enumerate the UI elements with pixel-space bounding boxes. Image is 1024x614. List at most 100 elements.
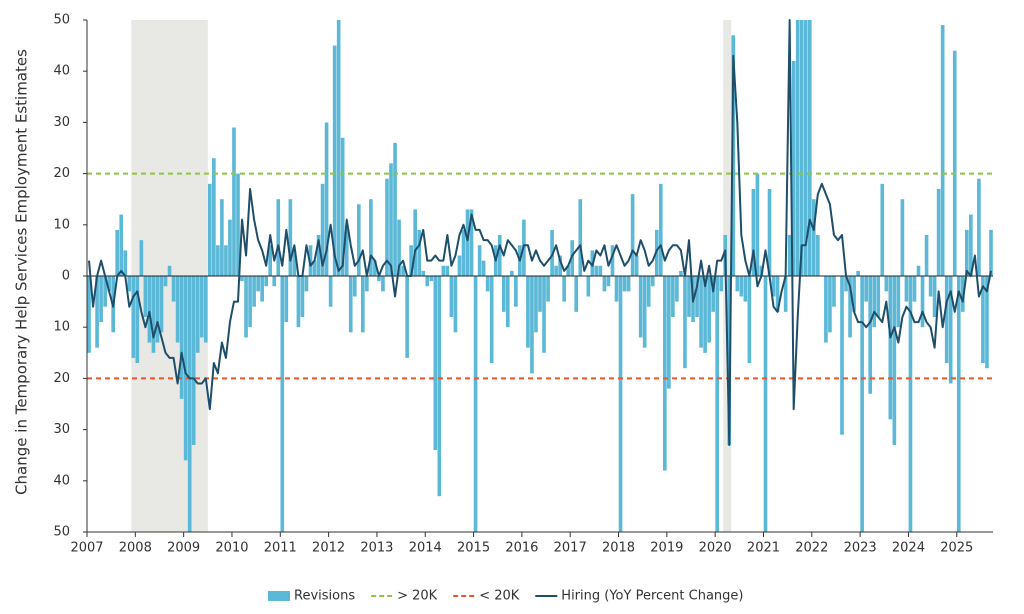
bar — [671, 276, 675, 317]
x-tick-label: 2011 — [264, 541, 297, 556]
bar — [743, 276, 748, 302]
bar — [795, 20, 800, 276]
bar — [393, 142, 397, 276]
bar — [763, 276, 768, 532]
bar — [707, 276, 711, 343]
bar — [534, 276, 538, 333]
bar — [461, 229, 466, 276]
bar — [634, 255, 639, 276]
bar — [429, 276, 434, 282]
bar — [868, 276, 872, 394]
bar — [546, 276, 550, 302]
bar — [272, 276, 277, 287]
x-tick-label: 2017 — [554, 541, 587, 556]
bar — [586, 276, 591, 297]
bar — [530, 276, 534, 374]
bar — [703, 276, 707, 353]
bar — [87, 276, 91, 353]
x-tick-label: 2019 — [650, 541, 683, 556]
bar — [421, 270, 426, 276]
bar — [191, 276, 196, 445]
bar — [912, 276, 917, 302]
bar — [401, 265, 405, 276]
bar — [791, 60, 796, 277]
bar — [554, 265, 558, 276]
bar — [296, 276, 301, 328]
bar — [505, 276, 510, 328]
bar — [171, 276, 176, 302]
bar — [844, 276, 848, 292]
bar — [510, 270, 514, 276]
x-tick-label: 2023 — [844, 541, 877, 556]
bar — [888, 276, 893, 420]
bar — [880, 183, 885, 276]
bar — [969, 214, 973, 276]
x-tick-label: 2021 — [747, 541, 780, 556]
bar — [240, 276, 244, 282]
bar — [747, 276, 752, 364]
bar — [699, 276, 703, 348]
bar — [936, 188, 941, 276]
bar — [123, 250, 128, 276]
bar — [783, 276, 788, 312]
bar — [248, 276, 252, 328]
bar — [348, 276, 353, 333]
bar — [679, 270, 683, 276]
y-tick-label: 40 — [53, 64, 70, 79]
bar — [437, 276, 442, 497]
bar — [618, 276, 623, 532]
bar — [812, 199, 816, 276]
bar — [260, 276, 264, 302]
bar — [256, 276, 260, 292]
bar — [151, 276, 156, 353]
y-tick-label: 20 — [53, 371, 70, 386]
bar — [542, 276, 546, 353]
bar — [377, 276, 381, 282]
bar — [735, 276, 740, 292]
legend-swatch — [268, 591, 290, 601]
bar — [300, 276, 305, 317]
bar — [920, 276, 925, 328]
y-tick-label: 30 — [53, 115, 70, 130]
bar — [514, 276, 518, 307]
bar — [578, 199, 583, 276]
bar — [385, 178, 389, 276]
bar — [312, 260, 317, 276]
x-tick-label: 2014 — [409, 541, 442, 556]
bar — [940, 25, 945, 277]
bar — [228, 219, 232, 276]
bar — [884, 276, 889, 292]
bar — [139, 240, 144, 276]
bar — [381, 276, 385, 292]
bar — [989, 229, 993, 276]
bar — [598, 265, 603, 276]
x-tick-label: 2013 — [360, 541, 393, 556]
bar — [159, 276, 164, 333]
bar — [95, 276, 99, 348]
bar — [924, 235, 929, 276]
bar — [485, 276, 490, 292]
y-axis-title: Change in Temporary Help Services Employ… — [13, 49, 31, 495]
bar — [264, 276, 268, 287]
bar — [816, 235, 820, 276]
bar — [731, 35, 736, 276]
bar — [642, 276, 647, 348]
bar — [755, 173, 760, 276]
x-tick-label: 2008 — [119, 541, 152, 556]
bar — [179, 276, 184, 399]
bar — [284, 276, 289, 323]
bar — [711, 276, 715, 312]
y-tick-label: 10 — [53, 217, 70, 232]
y-tick-label: 30 — [53, 422, 70, 437]
bar — [344, 224, 349, 276]
bar — [465, 209, 470, 276]
bar — [896, 276, 901, 328]
bar — [445, 265, 450, 276]
bar — [397, 219, 401, 276]
bar — [771, 276, 776, 297]
bar — [107, 276, 111, 292]
bar — [860, 276, 864, 532]
x-tick-label: 2022 — [795, 541, 828, 556]
bar — [324, 122, 329, 277]
